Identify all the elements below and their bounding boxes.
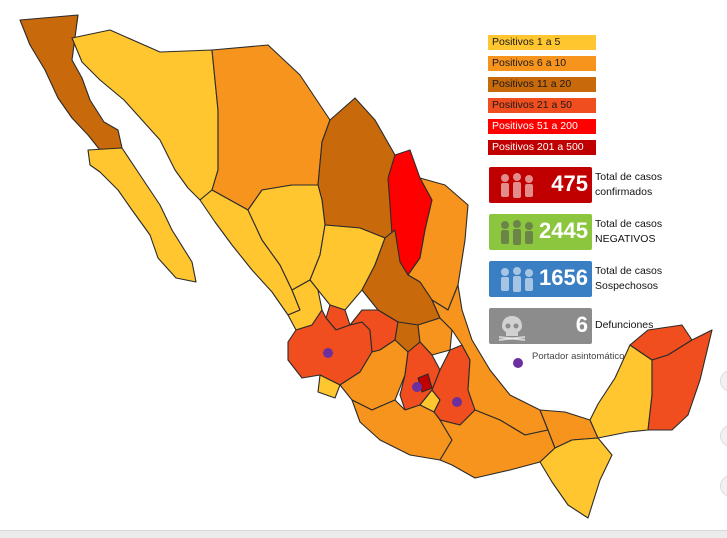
stat-label: Total de casos confirmados (595, 170, 715, 200)
skull-icon (498, 316, 526, 341)
asymptomatic-dot (513, 358, 523, 368)
state-sonora (71, 29, 219, 201)
stat-box: 1656 (489, 261, 592, 297)
asymptomatic-marker (412, 382, 422, 392)
stat-label-line: Total de casos (595, 171, 663, 183)
stat-label-line: Sospechosos (595, 280, 659, 292)
stat-label: Total de casos NEGATIVOS (595, 217, 715, 247)
stat-label-line: NEGATIVOS (595, 233, 656, 245)
legend-item: Positivos 1 a 5 (488, 35, 596, 50)
stat-negative: 2445 Total de casos NEGATIVOS (489, 214, 719, 250)
stat-label: Total de casos Sospechosos (595, 264, 715, 294)
stat-value: 2445 (539, 218, 588, 243)
state-chiapas (539, 437, 613, 519)
stat-box: 6 (489, 308, 592, 344)
stat-label-line: confirmados (595, 186, 653, 198)
legend-item: Positivos 51 a 200 (488, 119, 596, 134)
state-baja-california-sur (87, 147, 197, 283)
stats-panel: 475 Total de casos confirmados 2445 Tota… (489, 167, 719, 355)
legend-item: Positivos 6 a 10 (488, 56, 596, 71)
people-icon (501, 267, 533, 292)
asymptomatic-label: Portador asintomático (532, 351, 625, 362)
stat-deaths: 6 Defunciones (489, 308, 719, 344)
asymptomatic-marker (323, 348, 333, 358)
stat-value: 475 (551, 171, 588, 196)
legend-item: Positivos 201 a 500 (488, 140, 596, 155)
state-quintana-roo (647, 329, 713, 431)
people-icon (501, 173, 533, 198)
stat-value: 6 (575, 312, 588, 337)
stat-value: 1656 (539, 265, 588, 290)
stat-suspected: 1656 Total de casos Sospechosos (489, 261, 719, 297)
stat-box: 475 (489, 167, 592, 203)
stat-confirmed: 475 Total de casos confirmados (489, 167, 719, 203)
bottom-bar (0, 530, 727, 538)
stat-label: Defunciones (595, 318, 715, 333)
people-icon (501, 220, 533, 245)
legend-item: Positivos 11 a 20 (488, 77, 596, 92)
asymptomatic-marker (452, 397, 462, 407)
state-colima (317, 374, 341, 399)
stat-label-line: Defunciones (595, 319, 654, 331)
asymptomatic-legend: Portador asintomático (513, 351, 633, 375)
stat-label-line: Total de casos (595, 218, 663, 230)
stat-box: 2445 (489, 214, 592, 250)
legend: Positivos 1 a 5 Positivos 6 a 10 Positiv… (488, 35, 596, 161)
legend-item: Positivos 21 a 50 (488, 98, 596, 113)
stat-label-line: Total de casos (595, 265, 663, 277)
